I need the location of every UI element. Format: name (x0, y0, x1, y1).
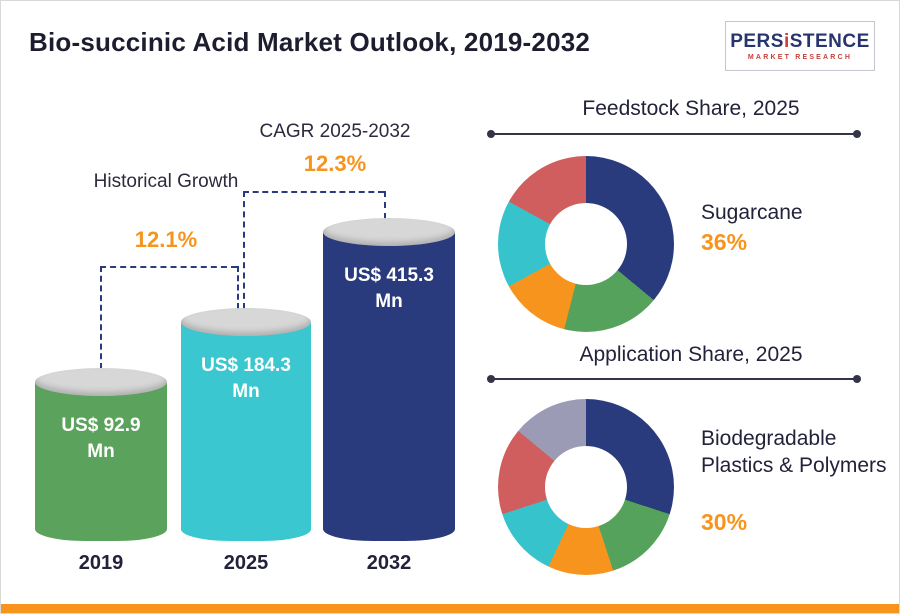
dashed-connector-1-top (100, 266, 237, 268)
biodegradable-plastics-label: Biodegradable Plastics & Polymers (701, 427, 887, 478)
sugarcane-share-value: 36% (701, 229, 748, 255)
historical-growth-label: Historical Growth (93, 171, 239, 192)
dashed-connector-2-left (243, 191, 245, 309)
bar-2032-value-label: US$ 415.3 Mn (344, 265, 434, 312)
donut-hole (545, 446, 627, 528)
logo-tagline: MARKET RESEARCH (747, 53, 853, 61)
logo-text-post: STENCE (789, 30, 870, 52)
axis-label-2019: 2019 (78, 552, 124, 574)
logo-text-pre: PERS (730, 30, 784, 52)
bar-chart: Historical Growth 12.1% CAGR 2025-2032 1… (21, 81, 481, 579)
axis-label-2025: 2025 (223, 552, 269, 574)
dashed-connector-2-right (384, 191, 386, 219)
bar-2019-value-label: US$ 92.9 Mn (61, 415, 141, 462)
donut-hole (545, 203, 627, 285)
bar-2032: US$ 415.3 Mn (323, 218, 455, 541)
persistence-market-research-logo: PERSiSTENCE MARKET RESEARCH (725, 21, 875, 71)
bar-2019: US$ 92.9 Mn (35, 368, 167, 541)
sugarcane-label: Sugarcane (701, 201, 803, 224)
bar-2025-value-label: US$ 184.3 Mn (201, 355, 291, 402)
dashed-connector-2-top (243, 191, 384, 193)
donut-chart-application (498, 399, 674, 575)
dashed-connector-1-left (100, 266, 102, 369)
logo-wordmark: PERSiSTENCE (730, 32, 870, 51)
bar-top-ellipse (323, 218, 455, 246)
page-title: Bio-succinic Acid Market Outlook, 2019-2… (29, 27, 591, 57)
feedstock-share-heading: Feedstock Share, 2025 (582, 97, 800, 120)
application-section-divider (487, 375, 861, 383)
bar-2025: US$ 184.3 Mn (181, 308, 311, 541)
cagr-label: CAGR 2025-2032 (259, 121, 411, 142)
bottom-accent-strip (1, 604, 899, 613)
bar-top-ellipse (181, 308, 311, 336)
historical-growth-value: 12.1% (134, 227, 198, 252)
biodegradable-plastics-share-value: 30% (701, 509, 748, 535)
bar-top-ellipse (35, 368, 167, 396)
donut-chart-feedstock (498, 156, 674, 332)
logo-text-i: i (783, 30, 790, 52)
cagr-value: 12.3% (303, 151, 367, 176)
axis-label-2032: 2032 (366, 552, 412, 574)
dashed-connector-1-right (237, 266, 239, 309)
feedstock-section-divider (487, 130, 861, 138)
application-share-heading: Application Share, 2025 (579, 343, 803, 366)
